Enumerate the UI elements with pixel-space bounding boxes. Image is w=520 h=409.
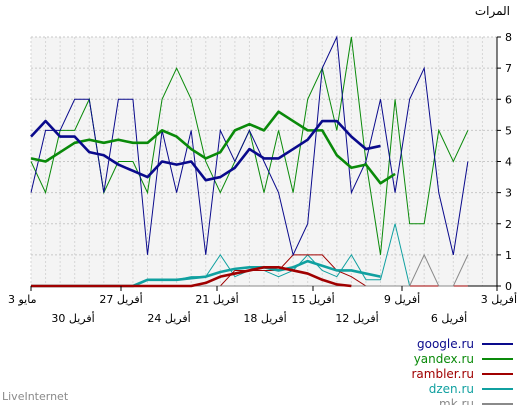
y-tick-label: 2 — [505, 218, 512, 231]
y-tick-label: 0 — [505, 280, 512, 293]
trend-line-google.ru — [30, 119, 381, 182]
legend-label-rambler.ru: rambler.ru — [412, 367, 475, 381]
legend-label-google.ru: google.ru — [417, 337, 474, 351]
y-axis-title: المرات — [474, 4, 510, 18]
x-tick-label: 18 أفريل — [243, 311, 286, 325]
x-tick-label: 9 أفريل — [384, 292, 420, 306]
y-tick-label: 5 — [505, 124, 512, 137]
legend-label-yandex.ru: yandex.ru — [414, 352, 474, 366]
y-tick-label: 1 — [505, 249, 512, 262]
x-tick-label: 21 أفريل — [195, 292, 238, 306]
series-line-google.ru — [30, 35, 469, 257]
x-tick-label: 3 أفريل — [481, 292, 517, 306]
x-tick-label: 6 أفريل — [431, 311, 467, 325]
y-tick-label: 6 — [505, 93, 512, 106]
x-tick-label: 30 أفريل — [51, 311, 94, 325]
x-tick-label: 15 أفريل — [291, 292, 334, 306]
y-tick-label: 8 — [505, 31, 512, 44]
y-tick-label: 3 — [505, 187, 512, 200]
legend-label-mk.ru: mk.ru — [439, 397, 474, 405]
trend-line-rambler.ru — [31, 266, 352, 288]
x-tick-label: 24 أفريل — [147, 311, 190, 325]
x-tick-label: 27 أفريل — [99, 292, 142, 306]
y-tick-label: 7 — [505, 62, 512, 75]
x-tick-label: 12 أفريل — [335, 311, 378, 325]
legend-label-dzen.ru: dzen.ru — [429, 382, 474, 396]
footer-brand: LiveInternet — [2, 390, 69, 403]
y-tick-label: 4 — [505, 156, 512, 169]
x-tick-label: 3 مايو — [8, 293, 37, 306]
trend-line-yandex.ru — [30, 110, 396, 185]
